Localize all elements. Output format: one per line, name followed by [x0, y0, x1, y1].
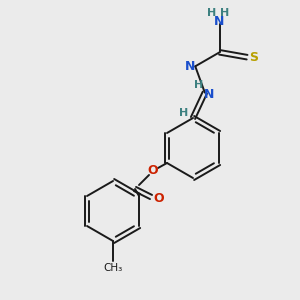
- Text: N: N: [185, 60, 195, 73]
- Text: S: S: [250, 51, 259, 64]
- Text: N: N: [214, 15, 225, 28]
- Text: H: H: [179, 108, 189, 118]
- Text: H: H: [220, 8, 229, 18]
- Text: H: H: [194, 80, 203, 90]
- Text: O: O: [154, 193, 164, 206]
- Text: CH₃: CH₃: [103, 263, 123, 273]
- Text: N: N: [204, 88, 214, 101]
- Text: H: H: [207, 8, 216, 18]
- Text: O: O: [148, 164, 158, 178]
